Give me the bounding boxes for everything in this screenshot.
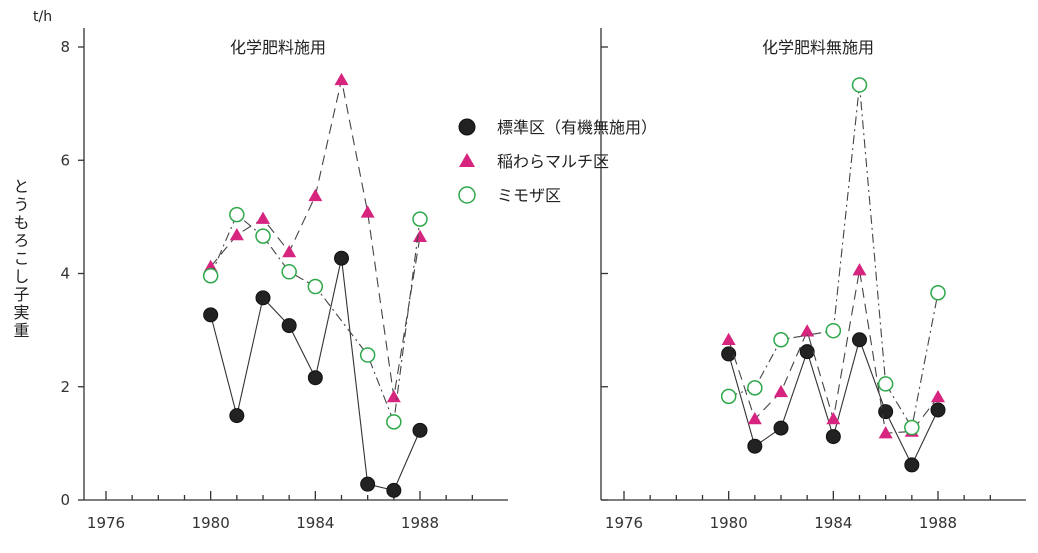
data-point <box>386 414 402 430</box>
data-point <box>930 285 946 301</box>
data-point <box>930 402 946 418</box>
data-point <box>282 244 297 258</box>
panel-1: 0 2 4 6 8 1976 1980 1984 1988 化学肥料施用 <box>60 28 508 532</box>
x-tick-label: 1984 <box>296 514 334 532</box>
data-point <box>747 380 763 396</box>
legend-marker <box>458 186 476 204</box>
data-point <box>281 264 297 280</box>
data-point <box>747 412 762 425</box>
data-point <box>360 205 375 218</box>
x-tick-label: 1976 <box>605 514 643 532</box>
data-point <box>307 370 323 386</box>
panel-title: 化学肥料施用 <box>230 38 326 57</box>
data-point <box>307 278 324 295</box>
x-tick-label: 1988 <box>919 514 957 532</box>
data-point <box>256 211 270 224</box>
data-point <box>851 77 868 93</box>
panel-title: 化学肥料無施用 <box>762 38 874 57</box>
data-point <box>281 318 297 334</box>
data-point <box>773 332 789 348</box>
data-point <box>825 429 841 445</box>
y-tick-label: 2 <box>60 378 70 396</box>
data-point <box>747 438 763 454</box>
data-point <box>878 426 893 439</box>
data-point <box>412 211 428 227</box>
data-point <box>852 263 867 276</box>
data-point <box>799 344 815 360</box>
series-line <box>728 84 939 430</box>
panel-2: 1976 1980 1984 1988 化学肥料無施用 <box>600 28 1026 532</box>
legend-item: ミモザ区 <box>458 186 561 205</box>
legend-label: 稲わらマルチ区 <box>497 152 609 171</box>
data-point <box>826 412 841 425</box>
legend-label: 標準区（有機無施用） <box>497 118 657 137</box>
legend-label: ミモザ区 <box>497 186 561 205</box>
y-axis-label: とうもろこし子実重 <box>11 178 30 340</box>
data-point <box>360 476 376 492</box>
data-point <box>203 307 219 323</box>
data-point <box>308 188 323 202</box>
x-tick-label: 1988 <box>401 514 439 532</box>
data-point <box>202 268 219 284</box>
y-tick-label: 8 <box>60 38 70 56</box>
legend-marker <box>458 118 476 136</box>
data-point <box>229 408 245 424</box>
data-point <box>852 332 867 348</box>
data-point <box>229 206 245 223</box>
x-tick-label: 1984 <box>814 514 852 532</box>
data-point <box>721 346 737 362</box>
series-2 <box>203 72 427 403</box>
series-2 <box>721 263 945 439</box>
y-tick-label: 0 <box>60 491 70 509</box>
legend-item: 稲わらマルチ区 <box>459 152 609 171</box>
data-point <box>334 72 349 86</box>
y-unit-label: t/h <box>33 9 52 25</box>
y-tick-label: 4 <box>60 265 70 283</box>
data-point <box>386 389 401 403</box>
data-point <box>229 227 244 241</box>
data-point <box>931 389 945 403</box>
data-point <box>904 457 920 473</box>
x-tick-label: 1980 <box>710 514 748 532</box>
data-point <box>255 228 271 244</box>
data-point <box>904 419 920 436</box>
data-point <box>720 388 737 405</box>
data-point <box>878 404 894 420</box>
series-3 <box>720 77 946 436</box>
x-tick-label: 1976 <box>87 514 125 532</box>
data-point <box>773 420 789 436</box>
series-line <box>728 270 939 434</box>
data-point <box>721 332 736 346</box>
data-point <box>255 290 271 306</box>
series-line <box>210 213 421 423</box>
data-point <box>334 250 349 266</box>
data-point <box>413 229 427 242</box>
y-tick-label: 6 <box>60 151 70 169</box>
series-1 <box>721 332 946 473</box>
data-point <box>774 384 788 398</box>
data-point <box>386 482 402 498</box>
data-point <box>800 324 815 337</box>
legend-item: 標準区（有機無施用） <box>458 118 657 137</box>
data-point <box>877 376 894 392</box>
legend-marker <box>459 153 475 167</box>
data-point <box>412 422 428 438</box>
series-3 <box>202 206 428 430</box>
data-point <box>359 347 376 363</box>
series-1 <box>203 250 428 498</box>
data-point <box>825 322 842 339</box>
x-tick-label: 1980 <box>192 514 230 532</box>
